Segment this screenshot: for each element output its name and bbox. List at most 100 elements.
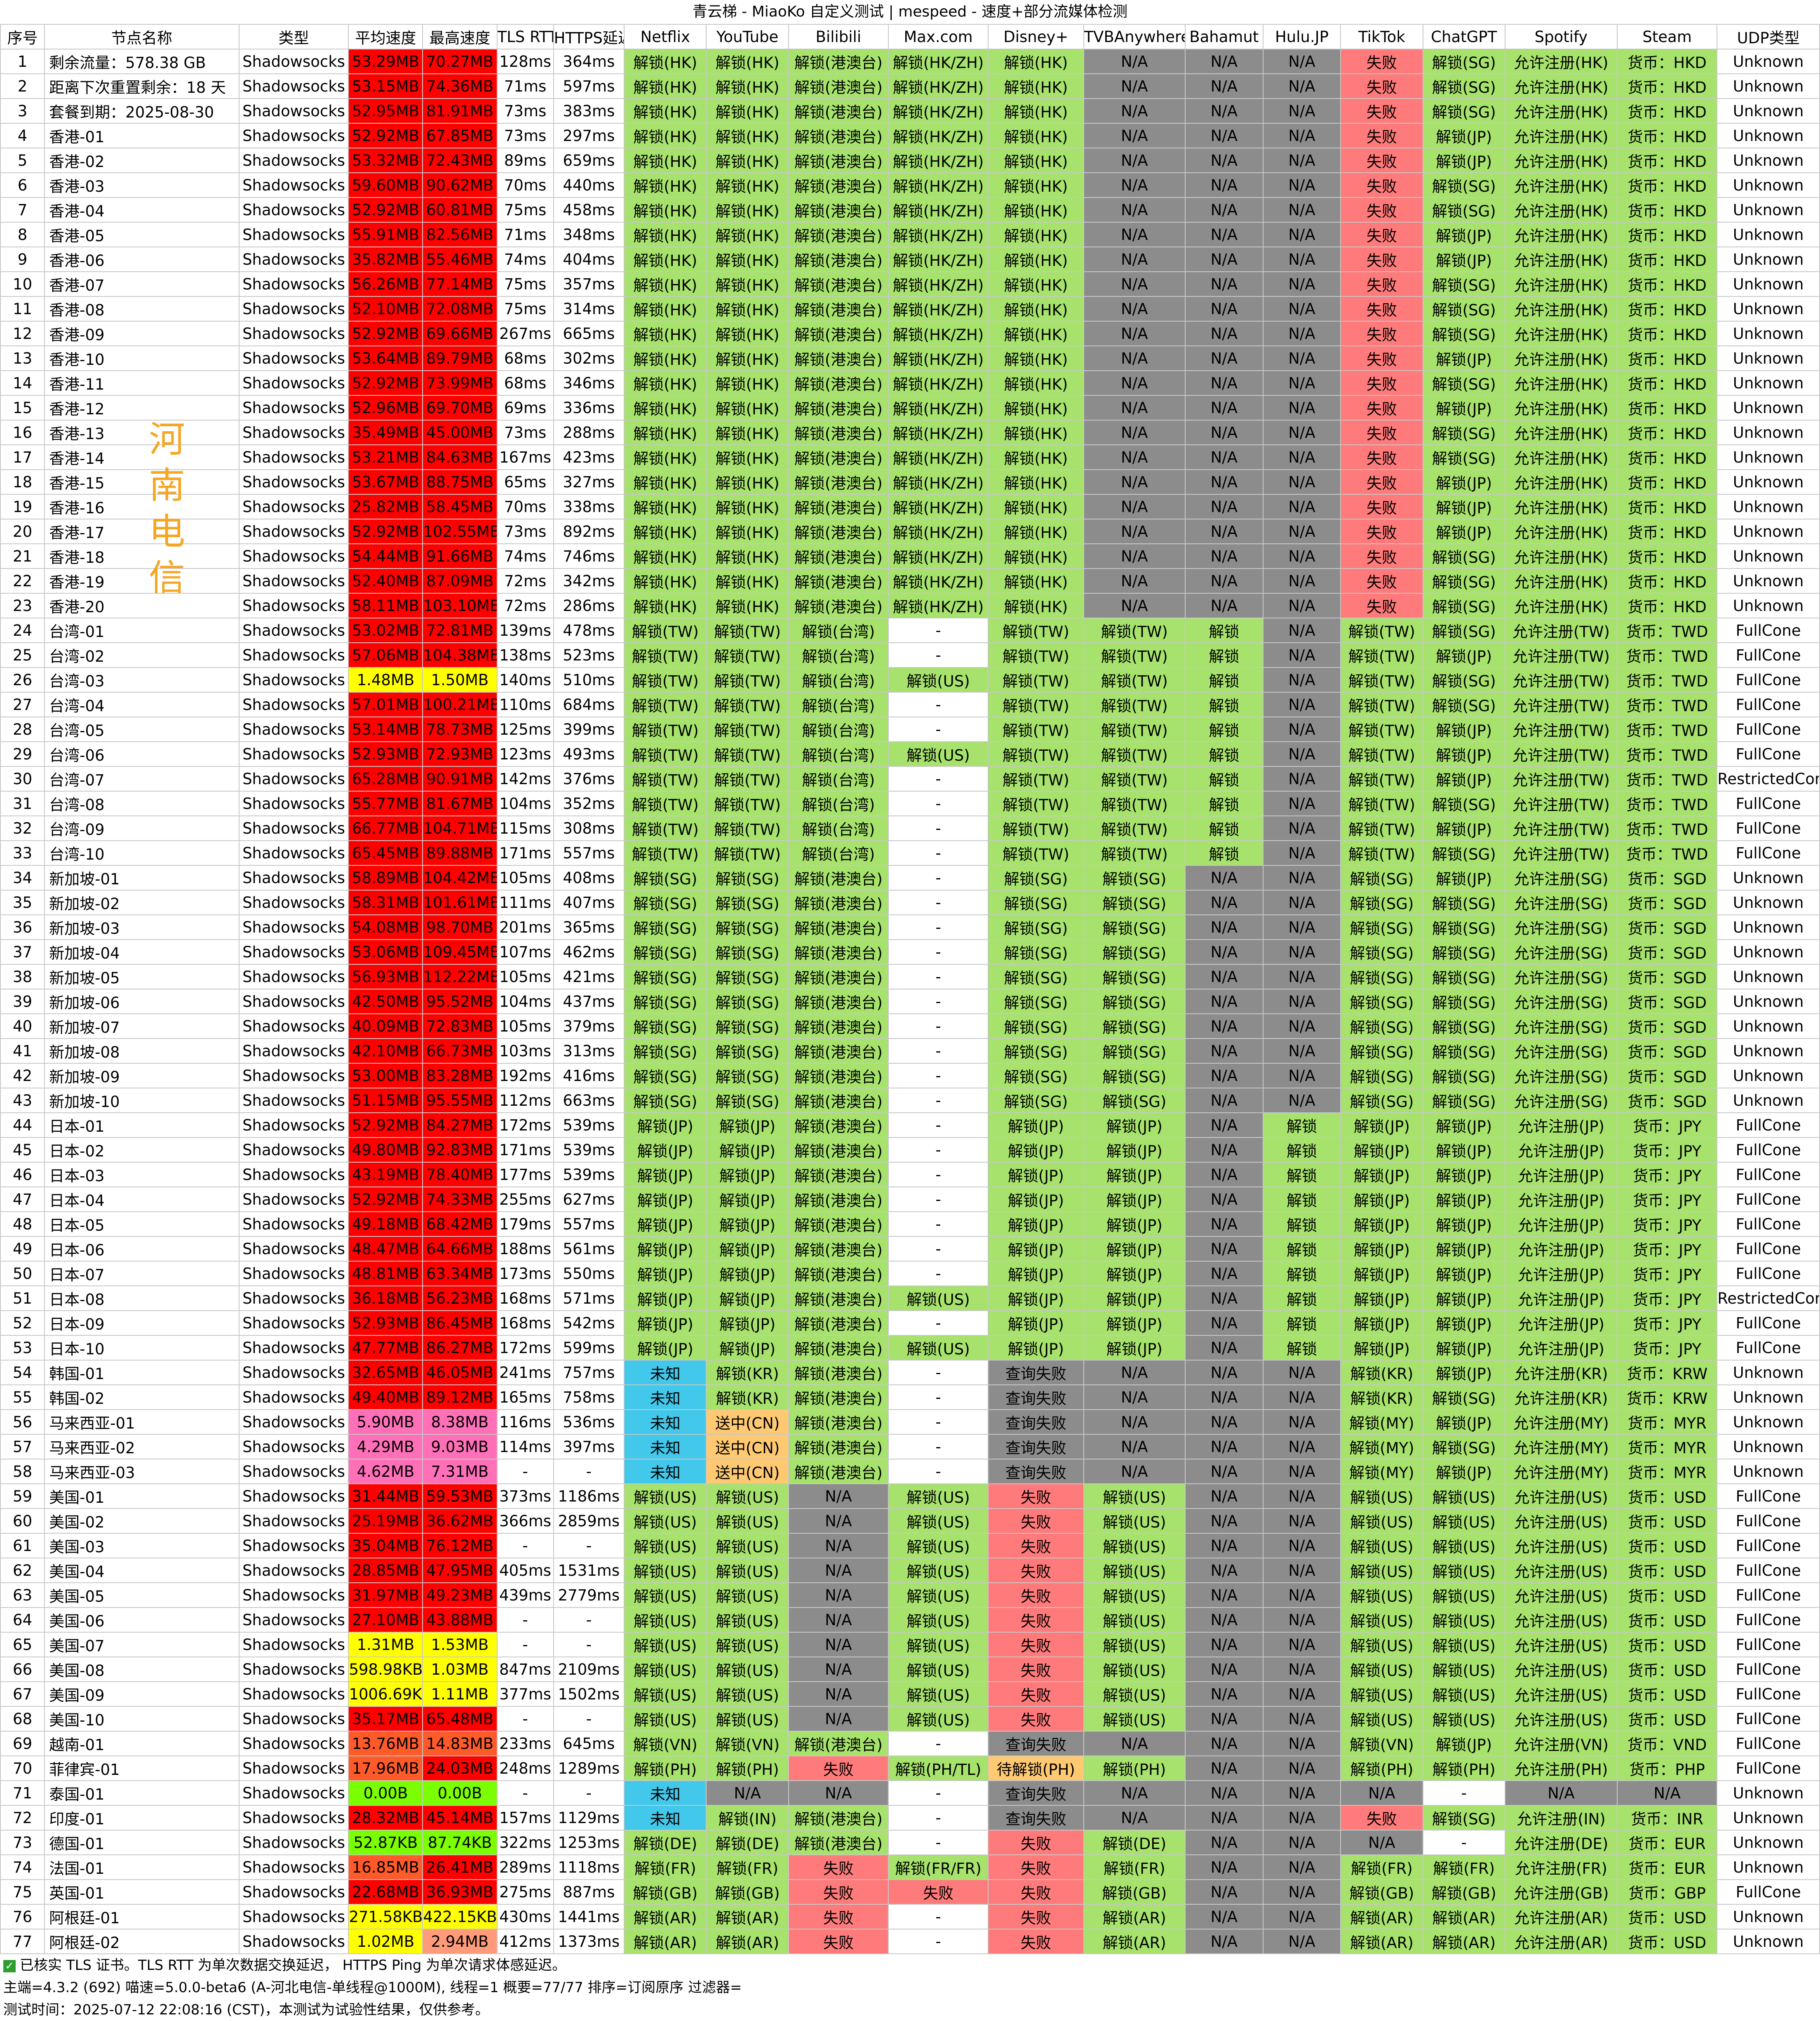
table-row[interactable]: 70 菲律宾-01 Shadowsocks 17.96MB 24.03MB 248ms 12… <box>0 1755 1820 1781</box>
table-row[interactable]: 60 美国-02 Shadowsocks 25.19MB 36.62MB 366ms 285… <box>0 1508 1820 1534</box>
table-row[interactable]: 64 美国-06 Shadowsocks 27.10MB 43.88MB - - 解锁(US)… <box>0 1607 1820 1633</box>
column-header[interactable]: ChatGPT <box>1422 24 1505 49</box>
table-row[interactable]: 37 新加坡-04 Shadowsocks 53.06MB 109.45MB 107ms 4… <box>0 939 1820 965</box>
table-row[interactable]: 2 距离下次重置剩余：18 天 Shadowsocks 53.15MB 74.36MB 7… <box>0 73 1820 99</box>
column-header[interactable]: Netflix <box>624 24 707 49</box>
table-row[interactable]: 58 马来西亚-03 Shadowsocks 4.62MB 7.31MB - - 未知 送中(C… <box>0 1459 1820 1484</box>
table-row[interactable]: 11 香港-08 Shadowsocks 52.10MB 72.08MB 75ms 314m… <box>0 296 1820 322</box>
table-row[interactable]: 41 新加坡-08 Shadowsocks 42.10MB 66.73MB 103ms 31… <box>0 1038 1820 1064</box>
column-header[interactable]: 序号 <box>0 24 45 49</box>
table-row[interactable]: 50 日本-07 Shadowsocks 48.81MB 63.34MB 173ms 550… <box>0 1261 1820 1286</box>
table-row[interactable]: 32 台湾-09 Shadowsocks 66.77MB 104.71MB 115ms 30… <box>0 815 1820 841</box>
table-row[interactable]: 12 香港-09 Shadowsocks 52.92MB 69.66MB 267ms 665… <box>0 321 1820 346</box>
column-header[interactable]: Disney+ <box>988 24 1084 49</box>
table-row[interactable]: 56 马来西亚-01 Shadowsocks 5.90MB 8.38MB 116ms 536… <box>0 1409 1820 1435</box>
table-row[interactable]: 31 台湾-08 Shadowsocks 55.77MB 81.67MB 104ms 352… <box>0 791 1820 816</box>
table-row[interactable]: 75 英国-01 Shadowsocks 22.68MB 36.93MB 275ms 887… <box>0 1879 1820 1905</box>
table-row[interactable]: 76 阿根廷-01 Shadowsocks 271.58KB 422.15KB 430ms… <box>0 1904 1820 1929</box>
table-row[interactable]: 68 美国-10 Shadowsocks 35.17MB 65.48MB - - 解锁(US)… <box>0 1706 1820 1732</box>
table-row[interactable]: 24 台湾-01 Shadowsocks 53.02MB 72.81MB 139ms 478… <box>0 618 1820 643</box>
table-row[interactable]: 48 日本-05 Shadowsocks 49.18MB 68.42MB 179ms 557… <box>0 1211 1820 1237</box>
table-row[interactable]: 40 新加坡-07 Shadowsocks 40.09MB 72.83MB 105ms 37… <box>0 1013 1820 1039</box>
table-row[interactable]: 10 香港-07 Shadowsocks 56.26MB 77.14MB 75ms 357m… <box>0 271 1820 297</box>
table-row[interactable]: 17 香港-14 Shadowsocks 53.21MB 84.63MB 167ms 423… <box>0 444 1820 470</box>
table-row[interactable]: 62 美国-04 Shadowsocks 28.85MB 47.95MB 405ms 153… <box>0 1558 1820 1583</box>
column-header[interactable]: TikTok <box>1340 24 1423 49</box>
table-row[interactable]: 66 美国-08 Shadowsocks 598.98KB 1.03MB 847ms 210… <box>0 1657 1820 1682</box>
table-row[interactable]: 33 台湾-10 Shadowsocks 65.45MB 89.88MB 171ms 557… <box>0 840 1820 866</box>
table-row[interactable]: 73 德国-01 Shadowsocks 52.87KB 87.74KB 322ms 125… <box>0 1830 1820 1855</box>
table-row[interactable]: 42 新加坡-09 Shadowsocks 53.00MB 83.28MB 192ms 41… <box>0 1063 1820 1088</box>
table-row[interactable]: 4 香港-01 Shadowsocks 52.92MB 67.85MB 73ms 297ms… <box>0 123 1820 148</box>
column-header[interactable]: 节点名称 <box>44 24 240 49</box>
column-header[interactable]: UDP类型 <box>1717 24 1820 49</box>
table-row[interactable]: 25 台湾-02 Shadowsocks 57.06MB 104.38MB 138ms 52… <box>0 642 1820 668</box>
column-header[interactable]: HTTPS延迟 <box>553 24 625 49</box>
column-header[interactable]: Bilibili <box>788 24 889 49</box>
column-header[interactable]: TVBAnywhere <box>1083 24 1186 49</box>
column-header[interactable]: 类型 <box>238 24 349 49</box>
table-row[interactable]: 8 香港-05 Shadowsocks 55.91MB 82.56MB 71ms 348ms… <box>0 222 1820 247</box>
table-row[interactable]: 53 日本-10 Shadowsocks 47.77MB 86.27MB 172ms 599… <box>0 1335 1820 1361</box>
column-header[interactable]: Bahamut <box>1185 24 1263 49</box>
column-header[interactable]: Hulu.JP <box>1262 24 1341 49</box>
table-row[interactable]: 57 马来西亚-02 Shadowsocks 4.29MB 9.03MB 114ms 397… <box>0 1434 1820 1459</box>
table-row[interactable]: 13 香港-10 Shadowsocks 53.64MB 89.79MB 68ms 302m… <box>0 345 1820 371</box>
cell-hulu-jp: N/A <box>1262 420 1341 445</box>
table-row[interactable]: 36 新加坡-03 Shadowsocks 54.08MB 98.70MB 201ms 36… <box>0 914 1820 940</box>
table-row[interactable]: 6 香港-03 Shadowsocks 59.60MB 90.62MB 70ms 440ms… <box>0 172 1820 198</box>
table-row[interactable]: 15 香港-12 Shadowsocks 52.96MB 69.70MB 69ms 336m… <box>0 395 1820 421</box>
table-row[interactable]: 27 台湾-04 Shadowsocks 57.01MB 100.21MB 110ms 68… <box>0 692 1820 717</box>
table-row[interactable]: 45 日本-02 Shadowsocks 49.80MB 92.83MB 171ms 539… <box>0 1137 1820 1163</box>
table-row[interactable]: 46 日本-03 Shadowsocks 43.19MB 78.40MB 177ms 539… <box>0 1162 1820 1187</box>
table-row[interactable]: 77 阿根廷-02 Shadowsocks 1.02MB 2.94MB 412ms 1373… <box>0 1929 1820 1954</box>
table-row[interactable]: 22 香港-19 Shadowsocks 52.40MB 87.09MB 72ms 342m… <box>0 568 1820 594</box>
table-row[interactable]: 65 美国-07 Shadowsocks 1.31MB 1.53MB - - 解锁(US) 解锁… <box>0 1632 1820 1657</box>
table-row[interactable]: 35 新加坡-02 Shadowsocks 58.31MB 101.61MB 111ms 4… <box>0 890 1820 915</box>
column-header[interactable]: 最高速度 <box>422 24 498 49</box>
column-header[interactable]: Steam <box>1617 24 1718 49</box>
table-row[interactable]: 69 越南-01 Shadowsocks 13.76MB 14.83MB 233ms 645… <box>0 1731 1820 1756</box>
column-header[interactable]: TLS RTT <box>496 24 554 49</box>
table-row[interactable]: 38 新加坡-05 Shadowsocks 56.93MB 112.22MB 105ms 4… <box>0 964 1820 989</box>
table-row[interactable]: 59 美国-01 Shadowsocks 31.44MB 59.53MB 373ms 118… <box>0 1483 1820 1509</box>
table-row[interactable]: 19 香港-16 Shadowsocks 25.82MB 58.45MB 70ms 338m… <box>0 494 1820 519</box>
table-row[interactable]: 43 新加坡-10 Shadowsocks 51.15MB 95.55MB 112ms 66… <box>0 1088 1820 1113</box>
cell-netflix: 解锁(SG) <box>624 939 707 965</box>
column-header[interactable]: 平均速度 <box>348 24 423 49</box>
table-row[interactable]: 63 美国-05 Shadowsocks 31.97MB 49.23MB 439ms 277… <box>0 1582 1820 1608</box>
table-row[interactable]: 28 台湾-05 Shadowsocks 53.14MB 78.73MB 125ms 399… <box>0 717 1820 742</box>
table-row[interactable]: 5 香港-02 Shadowsocks 53.32MB 72.43MB 89ms 659ms… <box>0 148 1820 173</box>
table-row[interactable]: 39 新加坡-06 Shadowsocks 42.50MB 95.52MB 104ms 43… <box>0 989 1820 1014</box>
table-row[interactable]: 9 香港-06 Shadowsocks 35.82MB 55.46MB 74ms 404ms… <box>0 247 1820 272</box>
table-row[interactable]: 16 香港-13 Shadowsocks 35.49MB 45.00MB 73ms 288m… <box>0 420 1820 445</box>
table-row[interactable]: 26 台湾-03 Shadowsocks 1.48MB 1.50MB 140ms 510ms… <box>0 667 1820 693</box>
table-row[interactable]: 30 台湾-07 Shadowsocks 65.28MB 90.91MB 142ms 376… <box>0 766 1820 792</box>
table-row[interactable]: 51 日本-08 Shadowsocks 36.18MB 56.23MB 168ms 571… <box>0 1285 1820 1311</box>
table-row[interactable]: 14 香港-11 Shadowsocks 52.92MB 73.99MB 68ms 346m… <box>0 370 1820 396</box>
column-header[interactable]: YouTube <box>706 24 789 49</box>
table-row[interactable]: 72 印度-01 Shadowsocks 28.32MB 45.14MB 157ms 112… <box>0 1805 1820 1831</box>
table-row[interactable]: 29 台湾-06 Shadowsocks 52.93MB 72.93MB 123ms 493… <box>0 741 1820 767</box>
table-row[interactable]: 47 日本-04 Shadowsocks 52.92MB 74.33MB 255ms 627… <box>0 1187 1820 1212</box>
table-row[interactable]: 34 新加坡-01 Shadowsocks 58.89MB 104.42MB 105ms 4… <box>0 865 1820 891</box>
table-row[interactable]: 55 韩国-02 Shadowsocks 49.40MB 89.12MB 165ms 758… <box>0 1384 1820 1410</box>
table-row[interactable]: 20 香港-17 Shadowsocks 52.92MB 102.55MB 73ms 892… <box>0 519 1820 544</box>
table-row[interactable]: 61 美国-03 Shadowsocks 35.04MB 76.12MB - - 解锁(US)… <box>0 1533 1820 1558</box>
table-row[interactable]: 23 香港-20 Shadowsocks 58.11MB 103.10MB 72ms 286… <box>0 593 1820 618</box>
column-header[interactable]: Max.com <box>888 24 989 49</box>
table-row[interactable]: 49 日本-06 Shadowsocks 48.47MB 64.66MB 188ms 561… <box>0 1236 1820 1262</box>
table-row[interactable]: 3 套餐到期：2025-08-30 Shadowsocks 52.95MB 81.91M… <box>0 98 1820 124</box>
table-row[interactable]: 7 香港-04 Shadowsocks 52.92MB 60.81MB 75ms 458ms… <box>0 197 1820 223</box>
table-row[interactable]: 52 日本-09 Shadowsocks 52.93MB 86.45MB 168ms 542… <box>0 1310 1820 1336</box>
table-row[interactable]: 74 法国-01 Shadowsocks 16.85MB 26.41MB 289ms 111… <box>0 1854 1820 1880</box>
table-row[interactable]: 1 剩余流量：578.38 GB Shadowsocks 53.29MB 70.27MB… <box>0 49 1820 74</box>
table-row[interactable]: 71 泰国-01 Shadowsocks 0.00B 0.00B - - 未知 N/A N/A - 查… <box>0 1780 1820 1806</box>
table-row[interactable]: 54 韩国-01 Shadowsocks 32.65MB 46.05MB 241ms 757… <box>0 1360 1820 1385</box>
table-row[interactable]: 44 日本-01 Shadowsocks 52.92MB 84.27MB 172ms 539… <box>0 1112 1820 1138</box>
table-row[interactable]: 21 香港-18 Shadowsocks 54.44MB 91.66MB 74ms 746m… <box>0 543 1820 569</box>
column-header[interactable]: Spotify <box>1504 24 1618 49</box>
table-row[interactable]: 18 香港-15 Shadowsocks 53.67MB 88.75MB 65ms 327m… <box>0 469 1820 495</box>
table-row[interactable]: 67美国-09Shadowsocks1006.69KB1.11MB377ms15… <box>0 1681 1820 1707</box>
cell-avg-speed: 52.10MB <box>348 296 423 322</box>
